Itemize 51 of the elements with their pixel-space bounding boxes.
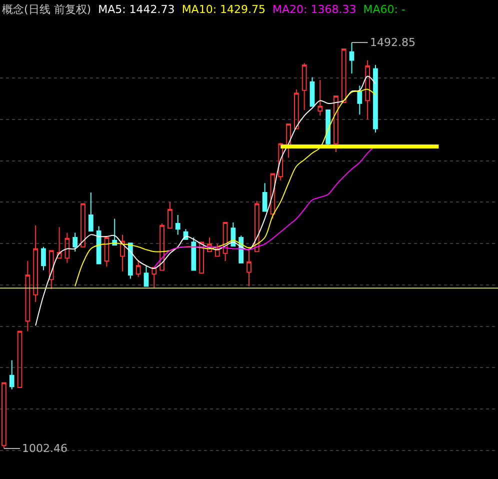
candlestick [214, 244, 220, 257]
candlestick [152, 266, 157, 289]
candlestick [357, 85, 362, 116]
annotation: 1002.46 [22, 442, 68, 455]
candlestick [341, 48, 346, 104]
candlestick [278, 142, 284, 181]
chart-title: 概念(日线 前复权) [2, 3, 92, 16]
candlestick [17, 330, 22, 388]
candlestick [64, 232, 70, 264]
candlestick [349, 42, 354, 74]
candlestick [310, 76, 315, 107]
candlestick [207, 237, 212, 252]
candlestick [112, 218, 118, 246]
candlestick [41, 246, 46, 271]
candlestick [294, 88, 299, 130]
text: MA5: 1442.73 [98, 3, 175, 16]
candlestick [2, 382, 6, 449]
candlestick [9, 360, 14, 390]
text: MA20: 1368.33 [272, 3, 356, 16]
text: MA10: 1429.75 [182, 3, 266, 16]
candlestick [334, 95, 338, 153]
candlestick [270, 173, 276, 220]
candlestick [128, 242, 133, 280]
legend-label: MA60: - [363, 3, 406, 16]
candlestick [104, 237, 110, 268]
annotation: 1492.85 [370, 36, 416, 49]
candlestick [33, 224, 38, 303]
candlestick [191, 237, 196, 271]
candlestick [96, 226, 102, 264]
candlestick [254, 200, 260, 252]
candlestick [262, 182, 268, 212]
candlestick [88, 192, 94, 232]
candlestick [246, 246, 252, 287]
candlestick [144, 265, 149, 287]
candlestick [48, 250, 54, 290]
candlestick [136, 260, 141, 278]
candlestick [222, 222, 228, 262]
candlestick [373, 64, 378, 133]
candlestick [302, 62, 307, 111]
candlestick [199, 242, 204, 274]
candlestick [175, 214, 180, 236]
candlestick [160, 222, 164, 271]
candlestick [120, 234, 125, 272]
candlestick [318, 80, 323, 116]
candlestick [168, 201, 172, 229]
candlestick [286, 124, 291, 158]
candlestick [25, 260, 30, 332]
candlestick [56, 226, 62, 259]
candlestick [365, 60, 370, 120]
candlestick [80, 203, 86, 248]
candlestick [72, 232, 78, 252]
